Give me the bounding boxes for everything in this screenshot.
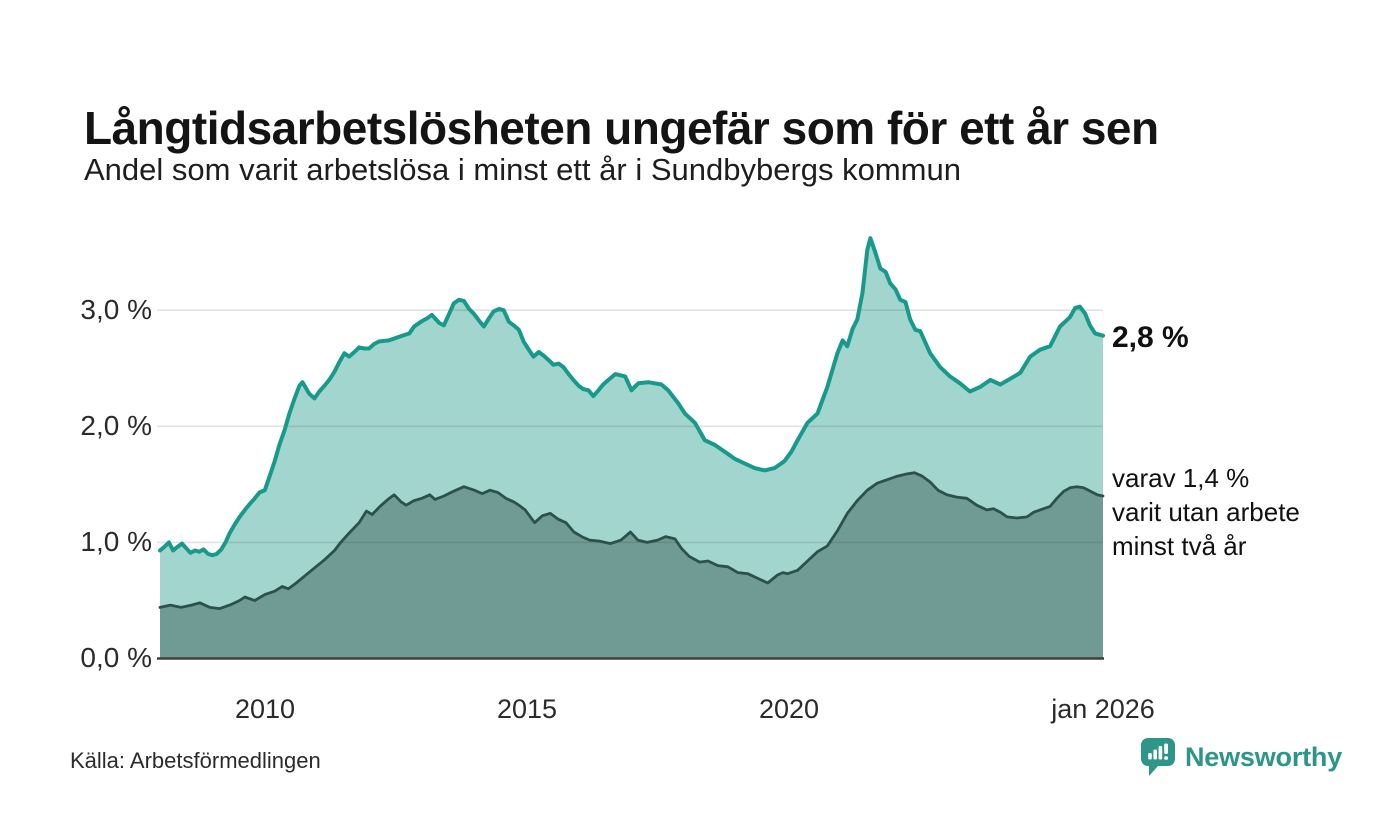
x-axis-tick-jan-2026: jan 2026 xyxy=(1051,694,1155,724)
secondary-annotation-line-1: varav 1,4 % xyxy=(1112,463,1250,493)
page-title: Långtidsarbetslösheten ungefär som för e… xyxy=(84,101,1159,154)
latest-value-annotation: 2,8 % xyxy=(1112,321,1189,354)
secondary-annotation-line-3: minst två år xyxy=(1112,531,1247,561)
y-axis-tick-2: 2,0 % xyxy=(80,410,152,441)
x-axis-tick-2015: 2015 xyxy=(496,694,558,724)
newsworthy-bubble-chart-icon xyxy=(1141,738,1175,776)
x-axis-tick-2020: 2020 xyxy=(758,694,820,724)
x-axis-tick-2010: 2010 xyxy=(234,694,296,724)
newsworthy-logo-link[interactable]: Newsworthy xyxy=(1140,737,1342,777)
secondary-annotation-line-2: varit utan arbete xyxy=(1112,497,1300,527)
y-axis-tick-1: 1,0 % xyxy=(80,526,152,557)
page-subtitle: Andel som varit arbetslösa i minst ett å… xyxy=(84,152,961,187)
y-axis-tick-3: 3,0 % xyxy=(80,294,152,325)
newsworthy-wordmark: Newsworthy xyxy=(1185,741,1343,772)
source-attribution: Källa: Arbetsförmedlingen xyxy=(70,748,321,773)
y-axis-tick-0: 0,0 % xyxy=(80,642,152,673)
secondary-value-annotation: varav 1,4 % varit utan arbete minst två … xyxy=(1112,461,1300,563)
